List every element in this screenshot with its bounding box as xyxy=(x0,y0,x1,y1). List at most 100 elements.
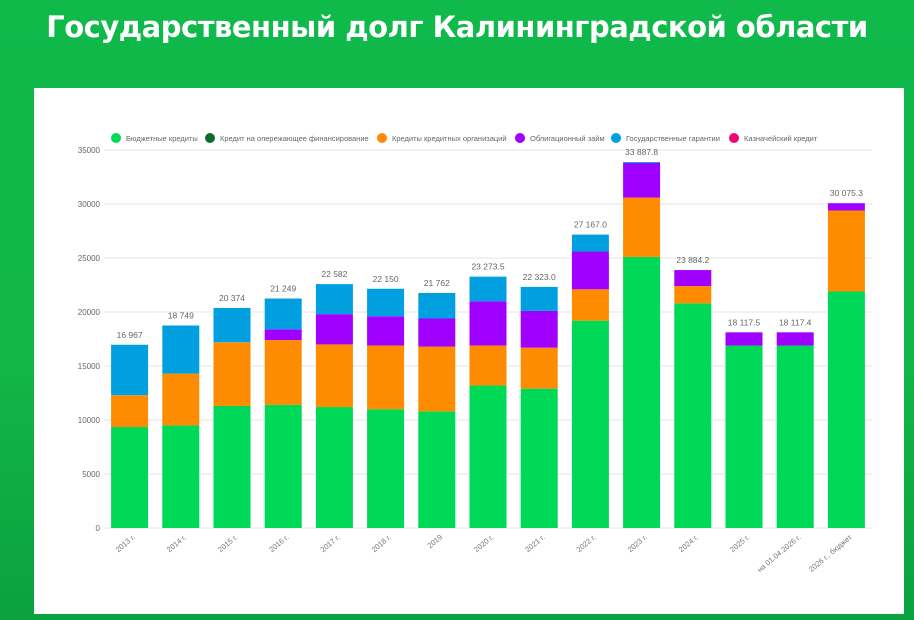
total-data-label: 20 374 xyxy=(219,293,245,303)
bar-segment xyxy=(469,276,507,302)
bar-segment xyxy=(264,340,302,405)
bar-segment xyxy=(367,345,405,410)
y-tick-label: 0 xyxy=(96,524,101,533)
bar-segment xyxy=(674,286,712,304)
bar-segment xyxy=(315,344,353,408)
bar-segment xyxy=(520,286,558,311)
x-tick-label: 2019 xyxy=(426,533,445,551)
total-data-label: 21 249 xyxy=(270,284,296,294)
bar-segment xyxy=(520,310,558,348)
x-tick-label: 2016 г. xyxy=(267,533,290,554)
total-data-label: 22 150 xyxy=(373,274,399,284)
total-data-label: 33 887.8 xyxy=(625,147,658,157)
x-tick-label: 2015 г. xyxy=(216,533,239,554)
y-tick-label: 10000 xyxy=(78,416,101,425)
legend-label[interactable]: Кредит на опережающее финансирование xyxy=(220,134,369,143)
bar-segment xyxy=(367,316,405,346)
bar-segment xyxy=(367,409,405,528)
x-tick-label: 2022 г. xyxy=(575,533,598,554)
total-data-label: 30 075.3 xyxy=(830,188,863,198)
bar-segment xyxy=(315,284,353,315)
bar-segment xyxy=(264,329,302,341)
bar-segment xyxy=(264,404,302,528)
x-tick-label: 2013 г. xyxy=(114,533,137,554)
bar-segment xyxy=(469,385,507,528)
bar-segment xyxy=(111,395,149,428)
y-tick-label: 25000 xyxy=(78,254,101,263)
x-tick-label: 2014 г. xyxy=(165,533,188,554)
legend-marker[interactable] xyxy=(515,133,525,143)
legend-marker[interactable] xyxy=(611,133,621,143)
bar-segment xyxy=(571,289,609,321)
bar-segment xyxy=(264,298,302,330)
y-tick-label: 30000 xyxy=(78,200,101,209)
legend-label[interactable]: Казначейский кредит xyxy=(744,134,818,143)
total-data-label: 16 967 xyxy=(117,330,143,340)
legend-marker[interactable] xyxy=(111,133,121,143)
chart-card: Бюджетные кредиты Кредит на опережающее ф… xyxy=(34,88,904,614)
bar-segment xyxy=(213,307,251,343)
x-tick-label: 2017 г. xyxy=(319,533,342,554)
x-tick-label: 2018 г. xyxy=(370,533,393,554)
legend-marker[interactable] xyxy=(205,133,215,143)
total-data-label: 18 117.5 xyxy=(728,317,761,327)
bar-segment xyxy=(162,325,200,374)
bar-segment xyxy=(827,203,865,211)
bar-segment xyxy=(418,346,456,412)
total-data-label: 18 749 xyxy=(168,311,194,321)
bar-segment xyxy=(623,162,661,198)
bar-segment xyxy=(418,411,456,528)
bar-segment xyxy=(571,234,609,252)
x-tick-label: 2025 г. xyxy=(728,533,751,554)
stacked-bar-chart: Бюджетные кредиты Кредит на опережающее ф… xyxy=(78,133,872,574)
bar-segment xyxy=(623,162,661,163)
legend-label[interactable]: Облигационный займ xyxy=(530,134,605,143)
bar-segment xyxy=(367,288,405,317)
total-data-label: 27 167.0 xyxy=(574,220,607,230)
legend-label[interactable]: Государственные гарантии xyxy=(626,134,720,143)
bar-segment xyxy=(418,318,456,347)
bar-segment xyxy=(315,407,353,528)
total-data-label: 22 582 xyxy=(321,269,347,279)
bar-segment xyxy=(111,344,149,396)
y-tick-label: 5000 xyxy=(82,470,100,479)
y-tick-label: 35000 xyxy=(78,146,101,155)
legend-label[interactable]: Бюджетные кредиты xyxy=(126,134,198,143)
bar-segment xyxy=(213,342,251,406)
bar-segment xyxy=(571,251,609,290)
bar-segment xyxy=(674,270,712,287)
bar-segment xyxy=(674,303,712,528)
bar-segment xyxy=(725,345,763,528)
total-data-label: 22 323.0 xyxy=(523,272,556,282)
x-tick-label: 2026 г., бюджет xyxy=(807,532,854,574)
page-title: Государственный долг Калининградской обл… xyxy=(46,10,868,44)
y-tick-label: 20000 xyxy=(78,308,101,317)
bar-segment xyxy=(111,427,149,528)
bar-segment xyxy=(776,332,814,346)
bar-segment xyxy=(776,345,814,528)
bar-segment xyxy=(571,320,609,528)
bar-segment xyxy=(162,425,200,528)
total-data-label: 23 884.2 xyxy=(676,255,709,265)
y-tick-label: 15000 xyxy=(78,362,101,371)
legend-label[interactable]: Кредиты кредитных организаций xyxy=(392,134,507,143)
total-data-label: 18 117.4 xyxy=(779,317,812,327)
legend-marker[interactable] xyxy=(377,133,387,143)
bar-segment xyxy=(725,332,763,346)
bar-segment xyxy=(520,388,558,528)
bar-segment xyxy=(213,405,251,528)
legend-marker[interactable] xyxy=(729,133,739,143)
total-data-label: 21 762 xyxy=(424,278,450,288)
bar-segment xyxy=(623,256,661,528)
x-tick-label: 2021 г. xyxy=(523,533,546,554)
bar-segment xyxy=(162,373,200,426)
total-data-label: 23 273.5 xyxy=(471,262,504,272)
bar-segment xyxy=(827,291,865,528)
bar-segment xyxy=(469,301,507,346)
bar-segment xyxy=(827,210,865,292)
bar-segment xyxy=(623,197,661,257)
bar-segment xyxy=(520,347,558,389)
x-tick-label: 2024 г. xyxy=(677,533,700,554)
bar-segment xyxy=(469,345,507,386)
bar-segment xyxy=(418,292,456,319)
